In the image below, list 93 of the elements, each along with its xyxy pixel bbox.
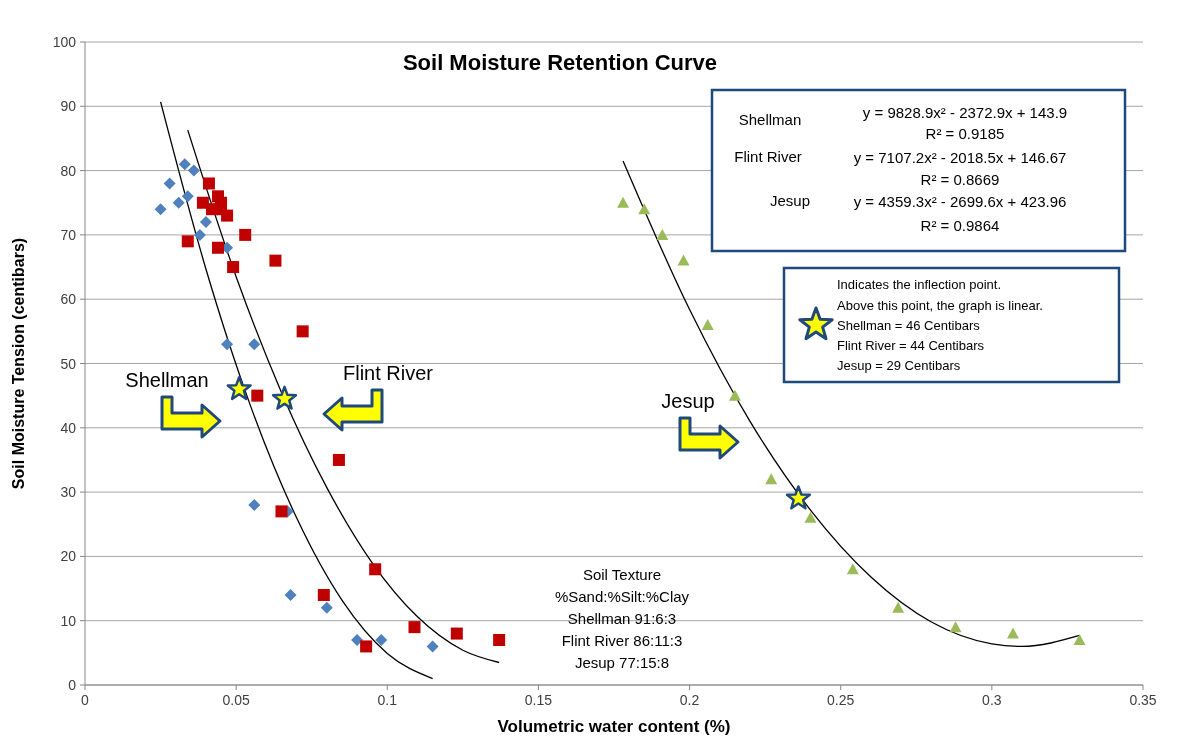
x-tick-label: 0.35 xyxy=(1129,692,1157,708)
point xyxy=(199,216,212,229)
point xyxy=(846,563,859,575)
point xyxy=(226,375,252,401)
y-tick-label: 100 xyxy=(52,34,77,50)
point xyxy=(239,228,252,241)
point xyxy=(765,473,778,485)
x-tick-label: 0.15 xyxy=(524,692,553,708)
x-tick-label: 0.1 xyxy=(377,692,398,708)
x-tick-label: 0.2 xyxy=(679,692,700,708)
annotation: R² = 0.9185 xyxy=(925,125,1005,142)
y-axis-title: Soil Moisture Tension (centibars) xyxy=(10,237,27,490)
point xyxy=(227,261,240,274)
point xyxy=(450,627,463,640)
x-tick-label: 0.3 xyxy=(982,692,1002,708)
point xyxy=(408,621,421,634)
annotation: Shellman = 46 Centibars xyxy=(837,318,981,333)
point xyxy=(251,389,264,402)
y-tick-label: 50 xyxy=(60,355,77,372)
point xyxy=(221,209,234,222)
point xyxy=(369,563,382,576)
annotation: Flint River 86:11:3 xyxy=(561,632,683,649)
point xyxy=(677,254,690,266)
annotation: Above this point, the graph is linear. xyxy=(837,298,1043,313)
annotation: Shellman 91:6:3 xyxy=(567,610,677,627)
point xyxy=(728,389,741,401)
point xyxy=(221,338,234,351)
annotation: Indicates the inflection point. xyxy=(837,277,1002,292)
annotation: Soil Texture xyxy=(582,566,662,583)
annotation: %Sand:%Silt:%Clay xyxy=(554,588,690,605)
point xyxy=(360,640,373,653)
point xyxy=(271,385,298,410)
annotation: y = 4359.3x² - 2699.6x + 423.96 xyxy=(853,193,1067,210)
point xyxy=(178,158,191,171)
point xyxy=(701,318,714,330)
annotation: Jesup xyxy=(769,192,811,209)
point xyxy=(212,241,225,254)
point xyxy=(656,228,669,240)
annotation: R² = 0.9864 xyxy=(920,217,1000,234)
annotation: Flint River xyxy=(342,362,434,384)
annotation: Jesup = 29 Centibars xyxy=(837,358,961,373)
point xyxy=(332,453,345,466)
annotation: Jesup xyxy=(661,390,715,412)
y-tick-label: 10 xyxy=(60,612,77,629)
point xyxy=(638,203,651,215)
point xyxy=(804,511,817,523)
annotation: Shellman xyxy=(738,111,802,128)
x-tick-label: 0.25 xyxy=(827,692,855,708)
y-tick-label: 40 xyxy=(60,419,77,436)
point xyxy=(785,485,812,510)
y-tick-label: 80 xyxy=(60,162,77,179)
point xyxy=(181,190,194,203)
annotation: y = 9828.9x² - 2372.9x + 143.9 xyxy=(862,104,1068,121)
point xyxy=(296,325,309,338)
y-tick-label: 90 xyxy=(60,98,77,115)
point xyxy=(163,177,176,190)
point xyxy=(351,633,364,646)
x-tick-label: 0.05 xyxy=(222,692,250,708)
point xyxy=(269,254,282,267)
point xyxy=(202,177,215,190)
annotation: y = 7107.2x² - 2018.5x + 146.67 xyxy=(853,149,1067,166)
point xyxy=(181,235,194,248)
point xyxy=(248,338,261,351)
point xyxy=(426,640,439,653)
point xyxy=(617,196,630,208)
annotation: Flint River = 44 Centibars xyxy=(837,338,985,353)
point xyxy=(154,203,167,216)
point xyxy=(1007,627,1020,639)
y-tick-label: 30 xyxy=(60,484,77,501)
point xyxy=(375,633,388,646)
point xyxy=(949,621,962,633)
x-tick-label: 0 xyxy=(81,692,90,708)
chart-title: Soil Moisture Retention Curve xyxy=(402,50,718,75)
point xyxy=(1073,633,1086,645)
point xyxy=(284,588,297,601)
x-axis-title: Volumetric water content (%) xyxy=(497,717,731,736)
y-tick-label: 0 xyxy=(68,677,77,693)
point xyxy=(320,601,333,614)
point xyxy=(193,228,206,241)
point xyxy=(187,164,200,177)
point xyxy=(493,633,506,646)
y-tick-label: 20 xyxy=(60,548,77,565)
annotation: R² = 0.8669 xyxy=(920,171,1000,188)
point xyxy=(275,505,288,518)
annotation: Shellman xyxy=(125,369,209,391)
point xyxy=(248,498,261,511)
point xyxy=(172,196,185,209)
annotation: Flint River xyxy=(734,148,802,165)
y-tick-label: 60 xyxy=(60,291,77,308)
annotation: Jesup 77:15:8 xyxy=(574,654,670,671)
point xyxy=(317,588,330,601)
y-tick-label: 70 xyxy=(60,226,77,243)
point xyxy=(892,601,905,613)
